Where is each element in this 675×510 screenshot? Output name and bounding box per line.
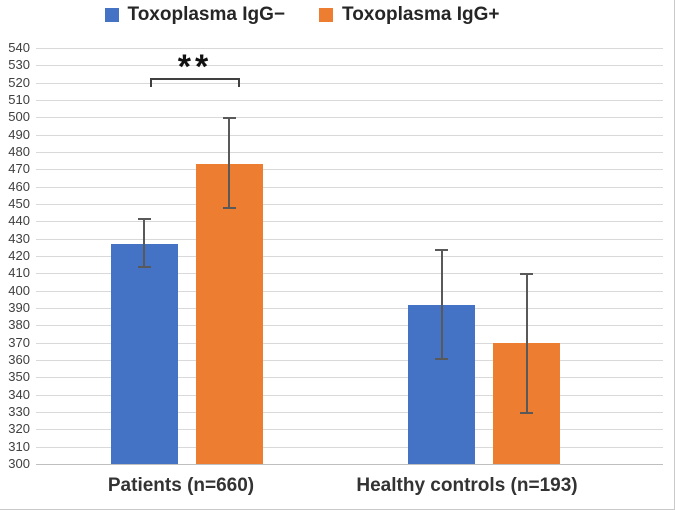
gridline-380: [36, 325, 663, 327]
bar-toxoplasma-igg-positive-patients: [195, 164, 263, 464]
gridline-300: [36, 464, 663, 465]
y-tick-label-450: 450: [8, 196, 30, 211]
y-tick-label-310: 310: [8, 438, 30, 454]
gridline-470: [36, 169, 663, 171]
gridline-480: [36, 152, 663, 153]
error-bar-stem: [228, 117, 230, 210]
x-axis-label-patients: Patients (n=660): [107, 475, 255, 496]
error-bar-toxoplasma-igg-negative-patients: [137, 217, 151, 269]
gridline-420: [36, 256, 663, 257]
legend-item-igg-negative: Toxoplasma IgG−: [104, 4, 286, 26]
gridline-540: [36, 48, 663, 49]
error-bar-toxoplasma-igg-positive-healthy-controls: [520, 273, 533, 414]
gridline-530: [36, 65, 663, 67]
y-tick-label-300: 300: [8, 456, 30, 471]
gridline-390: [36, 308, 663, 309]
y-tick-label-540: 540: [8, 40, 30, 55]
gridline-520: [36, 82, 663, 84]
gridline-460: [36, 186, 663, 188]
y-tick-label-360: 360: [8, 352, 30, 367]
legend-label-igg-positive: Toxoplasma IgG+: [342, 4, 500, 25]
gridline-490: [36, 134, 663, 136]
gridline-440: [36, 221, 663, 223]
chart-legend: Toxoplasma IgG− Toxoplasma IgG+: [0, 4, 604, 26]
gridline-430: [36, 238, 663, 240]
error-bar-stem: [525, 273, 528, 414]
y-tick-label-520: 520: [8, 74, 30, 90]
gridline-360: [36, 360, 663, 361]
error-bar-toxoplasma-igg-negative-healthy-controls: [435, 249, 448, 360]
y-tick-label-490: 490: [8, 126, 30, 142]
y-tick-label-480: 480: [8, 144, 30, 159]
y-tick-label-320: 320: [8, 421, 30, 437]
gridline-350: [36, 377, 663, 379]
y-tick-label-460: 460: [8, 178, 30, 194]
error-bar-cap-bottom: [435, 357, 448, 360]
gridline-410: [36, 273, 663, 275]
y-tick-label-340: 340: [8, 386, 30, 402]
error-bar-cap-bottom: [520, 411, 533, 414]
significance-bracket: [150, 78, 240, 87]
y-tick-label-410: 410: [8, 265, 30, 281]
error-bar-cap-top: [520, 273, 533, 276]
gridline-330: [36, 412, 663, 413]
x-axis-label-healthy-controls: Healthy controls (n=193): [356, 475, 578, 496]
y-tick-label-440: 440: [8, 213, 30, 229]
y-tick-label-380: 380: [8, 317, 30, 333]
legend-item-igg-positive: Toxoplasma IgG+: [319, 4, 500, 26]
y-tick-label-470: 470: [8, 161, 30, 177]
y-tick-label-430: 430: [8, 230, 30, 246]
legend-swatch-orange-square-icon: [319, 8, 333, 22]
legend-swatch-blue-square-icon: [104, 8, 119, 22]
y-tick-label-350: 350: [8, 369, 30, 385]
error-bar-stem: [143, 217, 145, 269]
legend-label-igg-negative: Toxoplasma IgG−: [127, 4, 286, 25]
gridline-510: [36, 100, 663, 101]
gridline-400: [36, 290, 663, 292]
y-tick-label-500: 500: [8, 109, 30, 125]
error-bar-cap-top: [435, 249, 448, 252]
y-tick-label-420: 420: [8, 248, 30, 263]
plot-area: **: [36, 48, 663, 465]
error-bar-cap-bottom: [222, 207, 236, 210]
error-bar-cap-top: [222, 117, 236, 120]
y-tick-label-330: 330: [8, 404, 30, 419]
y-tick-label-400: 400: [8, 282, 30, 298]
gridline-310: [36, 446, 663, 448]
y-tick-label-510: 510: [8, 92, 30, 107]
gridline-500: [36, 117, 663, 119]
significance-asterisks: **: [177, 48, 213, 86]
error-bar-toxoplasma-igg-positive-patients: [222, 117, 236, 210]
gridline-450: [36, 204, 663, 205]
error-bar-cap-bottom: [137, 266, 151, 269]
bar-toxoplasma-igg-negative-patients: [110, 243, 178, 464]
error-bar-cap-top: [137, 217, 151, 220]
gridline-340: [36, 394, 663, 396]
y-tick-label-530: 530: [8, 57, 30, 73]
gridline-320: [36, 429, 663, 431]
gridline-370: [36, 342, 663, 344]
y-tick-label-370: 370: [8, 334, 30, 350]
y-tick-label-390: 390: [8, 300, 30, 315]
error-bar-stem: [440, 249, 443, 360]
